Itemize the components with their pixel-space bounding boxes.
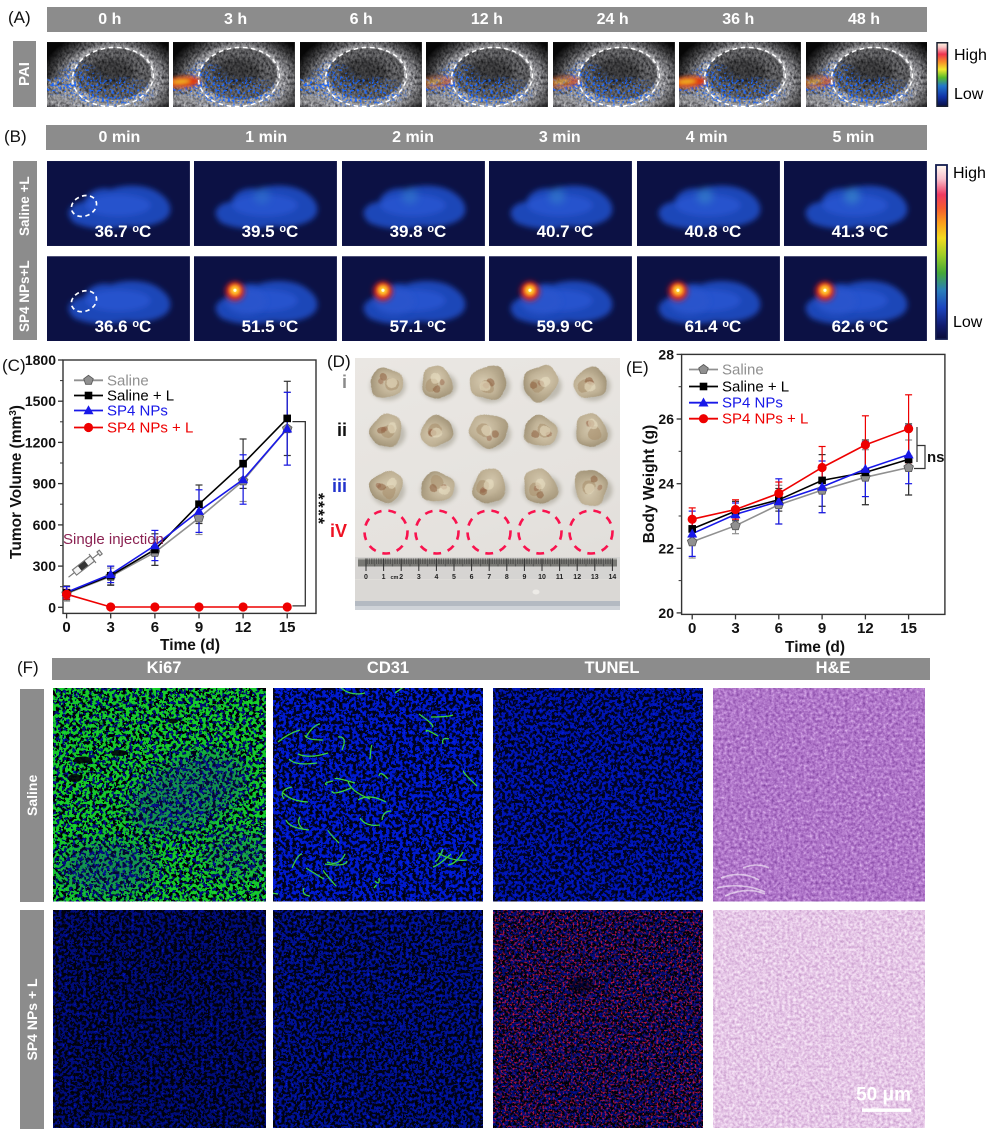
svg-text:Time (d): Time (d) — [785, 639, 845, 656]
svg-text:1: 1 — [382, 574, 386, 581]
svg-text:12: 12 — [235, 619, 252, 636]
svg-text:57.1 oC: 57.1 oC — [389, 317, 446, 336]
svg-text:Saline: Saline — [722, 362, 764, 379]
svg-text:300: 300 — [33, 558, 57, 574]
svg-text:SP4 NPs + L: SP4 NPs + L — [722, 411, 808, 428]
svg-text:Single injection: Single injection — [63, 531, 164, 548]
svg-text:1800: 1800 — [25, 352, 56, 368]
svg-text:3: 3 — [417, 574, 421, 581]
svg-text:7: 7 — [487, 574, 491, 581]
svg-text:Saline + L: Saline + L — [722, 379, 789, 396]
svg-text:0: 0 — [688, 620, 696, 637]
svg-text:24: 24 — [658, 476, 674, 492]
svg-text:59.9 oC: 59.9 oC — [537, 317, 594, 336]
svg-text:0: 0 — [48, 599, 56, 615]
svg-text:39.5 oC: 39.5 oC — [242, 221, 299, 240]
svg-text:0: 0 — [62, 619, 70, 636]
svg-text:SP4 NPs + L: SP4 NPs + L — [107, 420, 193, 437]
svg-text:1200: 1200 — [25, 434, 56, 450]
svg-text:5: 5 — [452, 574, 456, 581]
svg-text:22: 22 — [658, 540, 674, 556]
svg-text:41.3 oC: 41.3 oC — [832, 221, 889, 240]
svg-text:4: 4 — [434, 574, 438, 581]
svg-text:Time (d): Time (d) — [160, 637, 220, 654]
svg-text:14: 14 — [609, 574, 617, 581]
svg-text:(C): (C) — [2, 356, 26, 375]
svg-text:600: 600 — [33, 517, 57, 533]
svg-text:36.7 oC: 36.7 oC — [95, 221, 152, 240]
svg-text:SP4 NPs: SP4 NPs — [722, 395, 783, 412]
svg-text:ns: ns — [927, 449, 945, 466]
svg-text:12: 12 — [857, 620, 874, 637]
svg-text:0: 0 — [364, 574, 368, 581]
svg-text:(E): (E) — [626, 358, 649, 377]
svg-text:Saline: Saline — [107, 372, 149, 389]
svg-text:Body Weight (g): Body Weight (g) — [641, 425, 658, 544]
svg-text:2: 2 — [399, 574, 403, 581]
svg-text:15: 15 — [279, 619, 296, 636]
svg-text:61.4 oC: 61.4 oC — [684, 317, 741, 336]
svg-text:51.5 oC: 51.5 oC — [242, 317, 299, 336]
svg-text:Tumor Volume (mm3): Tumor Volume (mm3) — [8, 405, 25, 559]
svg-text:cm: cm — [391, 575, 399, 581]
svg-text:39.8 oC: 39.8 oC — [389, 221, 446, 240]
svg-text:9: 9 — [818, 620, 826, 637]
svg-text:6: 6 — [151, 619, 159, 636]
svg-text:40.7 oC: 40.7 oC — [537, 221, 594, 240]
svg-text:20: 20 — [658, 605, 674, 621]
svg-text:SP4 NPs: SP4 NPs — [107, 403, 168, 420]
svg-text:900: 900 — [33, 476, 57, 492]
svg-text:26: 26 — [658, 411, 674, 427]
svg-text:13: 13 — [591, 574, 599, 581]
svg-text:28: 28 — [658, 346, 674, 362]
svg-text:40.8 oC: 40.8 oC — [684, 221, 741, 240]
svg-text:12: 12 — [573, 574, 581, 581]
svg-text:Saline + L: Saline + L — [107, 388, 174, 405]
svg-text:36.6 oC: 36.6 oC — [95, 317, 152, 336]
svg-text:****: **** — [309, 493, 328, 525]
svg-text:62.6 oC: 62.6 oC — [832, 317, 889, 336]
svg-text:15: 15 — [900, 620, 917, 637]
svg-text:3: 3 — [107, 619, 115, 636]
svg-text:9: 9 — [195, 619, 203, 636]
svg-text:6: 6 — [775, 620, 783, 637]
svg-text:50 μm: 50 μm — [856, 1084, 911, 1105]
svg-text:3: 3 — [731, 620, 739, 637]
svg-text:1500: 1500 — [25, 393, 56, 409]
svg-text:6: 6 — [470, 574, 474, 581]
svg-text:10: 10 — [538, 574, 546, 581]
svg-text:9: 9 — [522, 574, 526, 581]
svg-text:11: 11 — [556, 574, 564, 581]
svg-text:8: 8 — [505, 574, 509, 581]
